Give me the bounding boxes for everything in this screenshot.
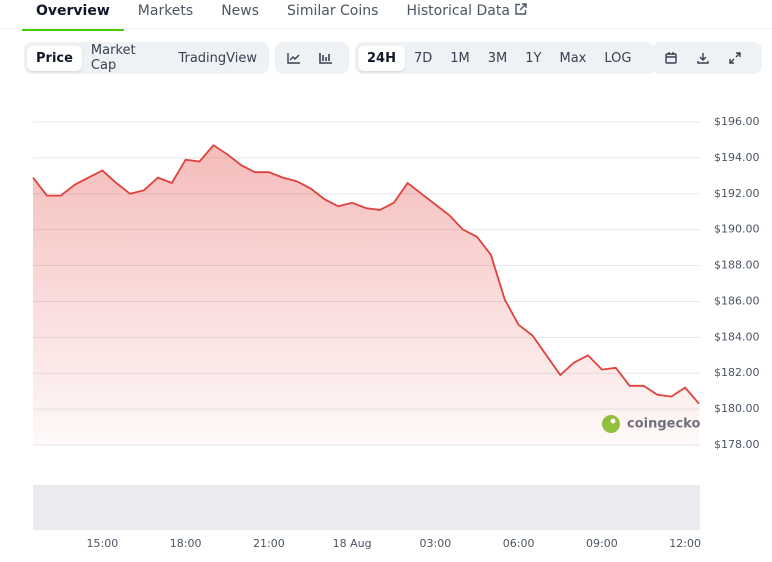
tab-divider [0,28,772,29]
tab[interactable]: Overview [22,0,124,31]
y-tick-label: $180.00 [714,402,760,415]
chart-tab[interactable]: Price [27,45,82,71]
y-tick-label: $194.00 [714,151,760,164]
range-button[interactable]: 1Y [525,50,542,66]
y-tick-label: $190.00 [714,223,760,236]
external-icon [515,3,528,15]
range-button[interactable]: Max [559,50,587,66]
chart-tab[interactable]: TradingView [178,50,257,66]
y-tick-label: $188.00 [714,259,760,272]
tab[interactable]: Markets [137,3,194,19]
x-tick-label: 18 Aug [333,537,372,550]
tab[interactable]: News [221,3,260,19]
tab[interactable]: Historical Data [392,0,541,29]
volume-band [33,485,700,530]
y-tick-label: $186.00 [714,294,760,307]
x-tick-label: 15:00 [87,537,119,550]
range-button[interactable]: LOG [604,50,632,66]
price-area [33,145,699,446]
calendar-button[interactable] [655,45,687,71]
download-button[interactable] [687,45,719,71]
chart-tab[interactable]: Market Cap [90,43,136,73]
tools-group [652,42,762,74]
icon [729,52,741,64]
x-tick-label: 21:00 [253,537,285,550]
range-button[interactable]: 24H [358,45,405,71]
chart-style-group [275,42,349,74]
candle-chart-button[interactable] [310,45,342,71]
tab[interactable]: Similar Coins [287,3,379,19]
icon [665,52,677,64]
range-group: 24H 7D 1M 3M 1Y Max LOG [355,42,655,74]
tab-label[interactable]: Historical Data [406,3,510,19]
x-tick-label: 18:00 [170,537,202,550]
icon [319,53,332,64]
x-tick-label: 06:00 [503,537,535,550]
icon [287,53,300,64]
chart-type-group: Price Market Cap TradingView [24,42,269,74]
range-button[interactable]: 3M [487,50,508,66]
y-tick-label: $182.00 [714,366,760,379]
nav-tabs: Overview Markets News Similar Coins Hist… [22,0,541,31]
x-tick-label: 09:00 [586,537,618,550]
y-tick-label: $178.00 [714,438,760,451]
range-button[interactable]: 1M [450,50,470,66]
line-chart-button[interactable] [278,45,310,71]
y-tick-label: $192.00 [714,187,760,200]
x-tick-label: 03:00 [420,537,452,550]
price-line [32,144,700,405]
fullscreen-button[interactable] [719,45,751,71]
icon [697,53,709,64]
range-button[interactable]: 7D [413,50,433,66]
y-tick-label: $196.00 [714,115,760,128]
y-tick-label: $184.00 [714,330,760,343]
x-tick-label: 12:00 [669,537,701,550]
